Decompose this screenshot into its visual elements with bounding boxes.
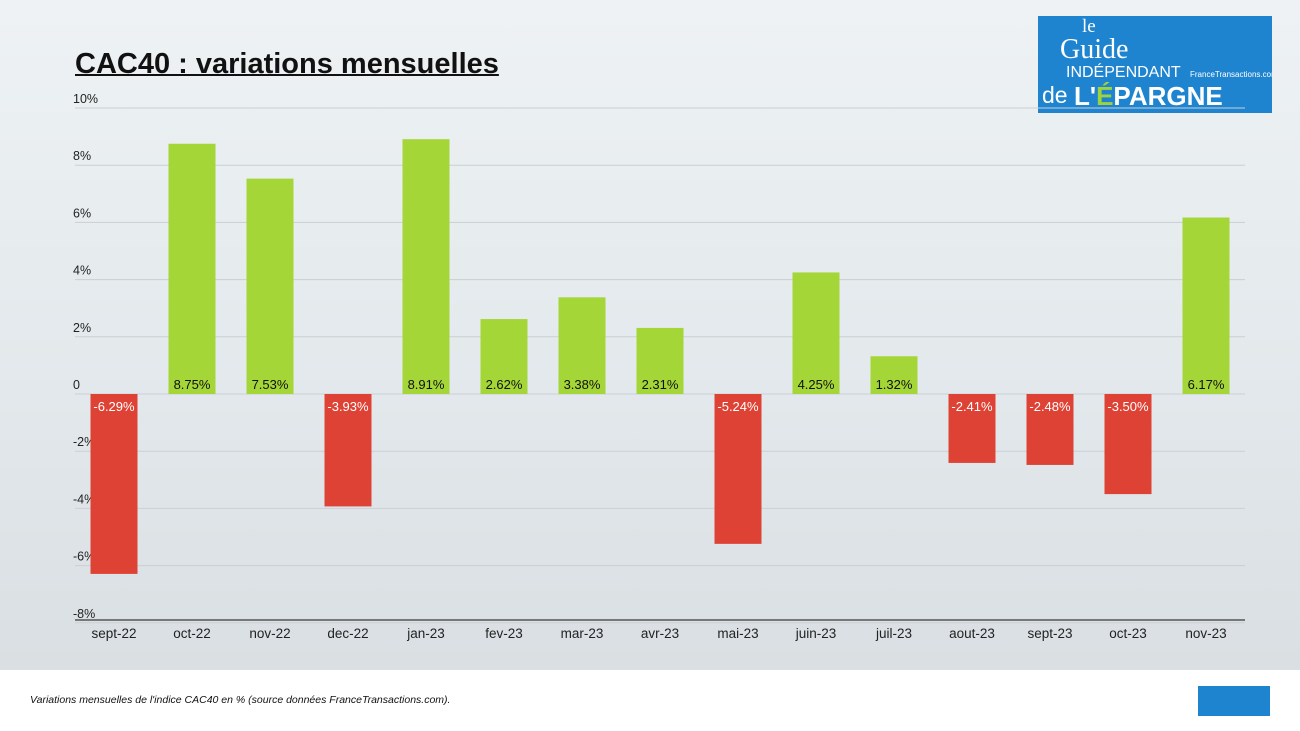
x-tick-label: dec-22 xyxy=(327,626,368,641)
y-tick-label: -6% xyxy=(73,550,95,564)
data-label: 2.62% xyxy=(486,377,523,392)
logo: le Guide INDÉPENDANT FranceTransactions.… xyxy=(1038,16,1272,113)
logo-epargne-rest: PARGNE xyxy=(1113,81,1223,111)
bar-chart: 10% 8% 6% 4% 2% 0 -2% -4% -6% -8% -6.29% sept-22 8.7… xyxy=(73,92,1245,641)
x-tick-label: jan-23 xyxy=(406,626,445,641)
data-label: -2.41% xyxy=(951,399,993,414)
logo-independant: INDÉPENDANT xyxy=(1066,64,1181,81)
logo-guide: Guide xyxy=(1060,34,1129,65)
data-label: 8.91% xyxy=(408,377,445,392)
x-tick-label: juin-23 xyxy=(795,626,837,641)
data-label: -3.93% xyxy=(327,399,369,414)
y-tick-label: 0 xyxy=(73,378,80,392)
y-tick-label: 8% xyxy=(73,149,91,163)
x-tick-label: oct-23 xyxy=(1109,626,1147,641)
bar xyxy=(558,297,606,394)
logo-epargne: L'ÉPARGNE xyxy=(1074,83,1223,109)
logo-site: FranceTransactions.com xyxy=(1190,70,1272,79)
x-tick-label: avr-23 xyxy=(641,626,679,641)
y-tick-label: 10% xyxy=(73,92,98,106)
logo-small xyxy=(1198,686,1270,716)
bar xyxy=(870,356,918,394)
data-label: 2.31% xyxy=(642,377,679,392)
y-tick-label: -2% xyxy=(73,435,95,449)
data-label: -5.24% xyxy=(717,399,759,414)
chart-title: CAC40 : variations mensuelles xyxy=(75,48,499,80)
bar xyxy=(792,272,840,394)
data-label: -3.50% xyxy=(1107,399,1149,414)
bar xyxy=(636,327,684,394)
y-tick-label: -8% xyxy=(73,607,95,621)
x-tick-label: oct-22 xyxy=(173,626,211,641)
x-tick-label: mar-23 xyxy=(561,626,604,641)
bar xyxy=(402,139,450,394)
y-tick-label: 6% xyxy=(73,206,91,220)
data-label: 4.25% xyxy=(798,377,835,392)
bar xyxy=(948,394,996,463)
x-tick-label: sept-23 xyxy=(1027,626,1072,641)
x-tick-label: nov-22 xyxy=(249,626,290,641)
data-label: 1.32% xyxy=(876,377,913,392)
x-tick-label: mai-23 xyxy=(717,626,758,641)
logo-epargne-e: É xyxy=(1096,81,1114,111)
bar xyxy=(90,394,138,574)
data-label: 6.17% xyxy=(1188,377,1225,392)
data-label: 8.75% xyxy=(174,377,211,392)
footnote: Variations mensuelles de l'indice CAC40 … xyxy=(30,694,451,706)
bar xyxy=(246,178,294,394)
data-label: 7.53% xyxy=(252,377,289,392)
data-label: -6.29% xyxy=(93,399,135,414)
bar xyxy=(1026,394,1074,465)
bar xyxy=(1104,394,1152,495)
y-tick-label: -4% xyxy=(73,492,95,506)
data-label: 3.38% xyxy=(564,377,601,392)
bar xyxy=(480,319,528,394)
bar xyxy=(324,394,372,507)
x-tick-label: fev-23 xyxy=(485,626,523,641)
logo-de: de xyxy=(1042,82,1068,108)
data-label: -2.48% xyxy=(1029,399,1071,414)
y-tick-label: 2% xyxy=(73,321,91,335)
x-tick-label: sept-22 xyxy=(91,626,136,641)
y-tick-label: 4% xyxy=(73,264,91,278)
x-tick-label: juil-23 xyxy=(875,626,912,641)
bar xyxy=(1182,217,1230,394)
x-tick-label: nov-23 xyxy=(1185,626,1226,641)
bar xyxy=(714,394,762,544)
logo-le: le xyxy=(1082,16,1096,37)
x-tick-label: aout-23 xyxy=(949,626,995,641)
logo-epargne-prefix: L' xyxy=(1074,81,1097,111)
bar xyxy=(168,143,216,394)
